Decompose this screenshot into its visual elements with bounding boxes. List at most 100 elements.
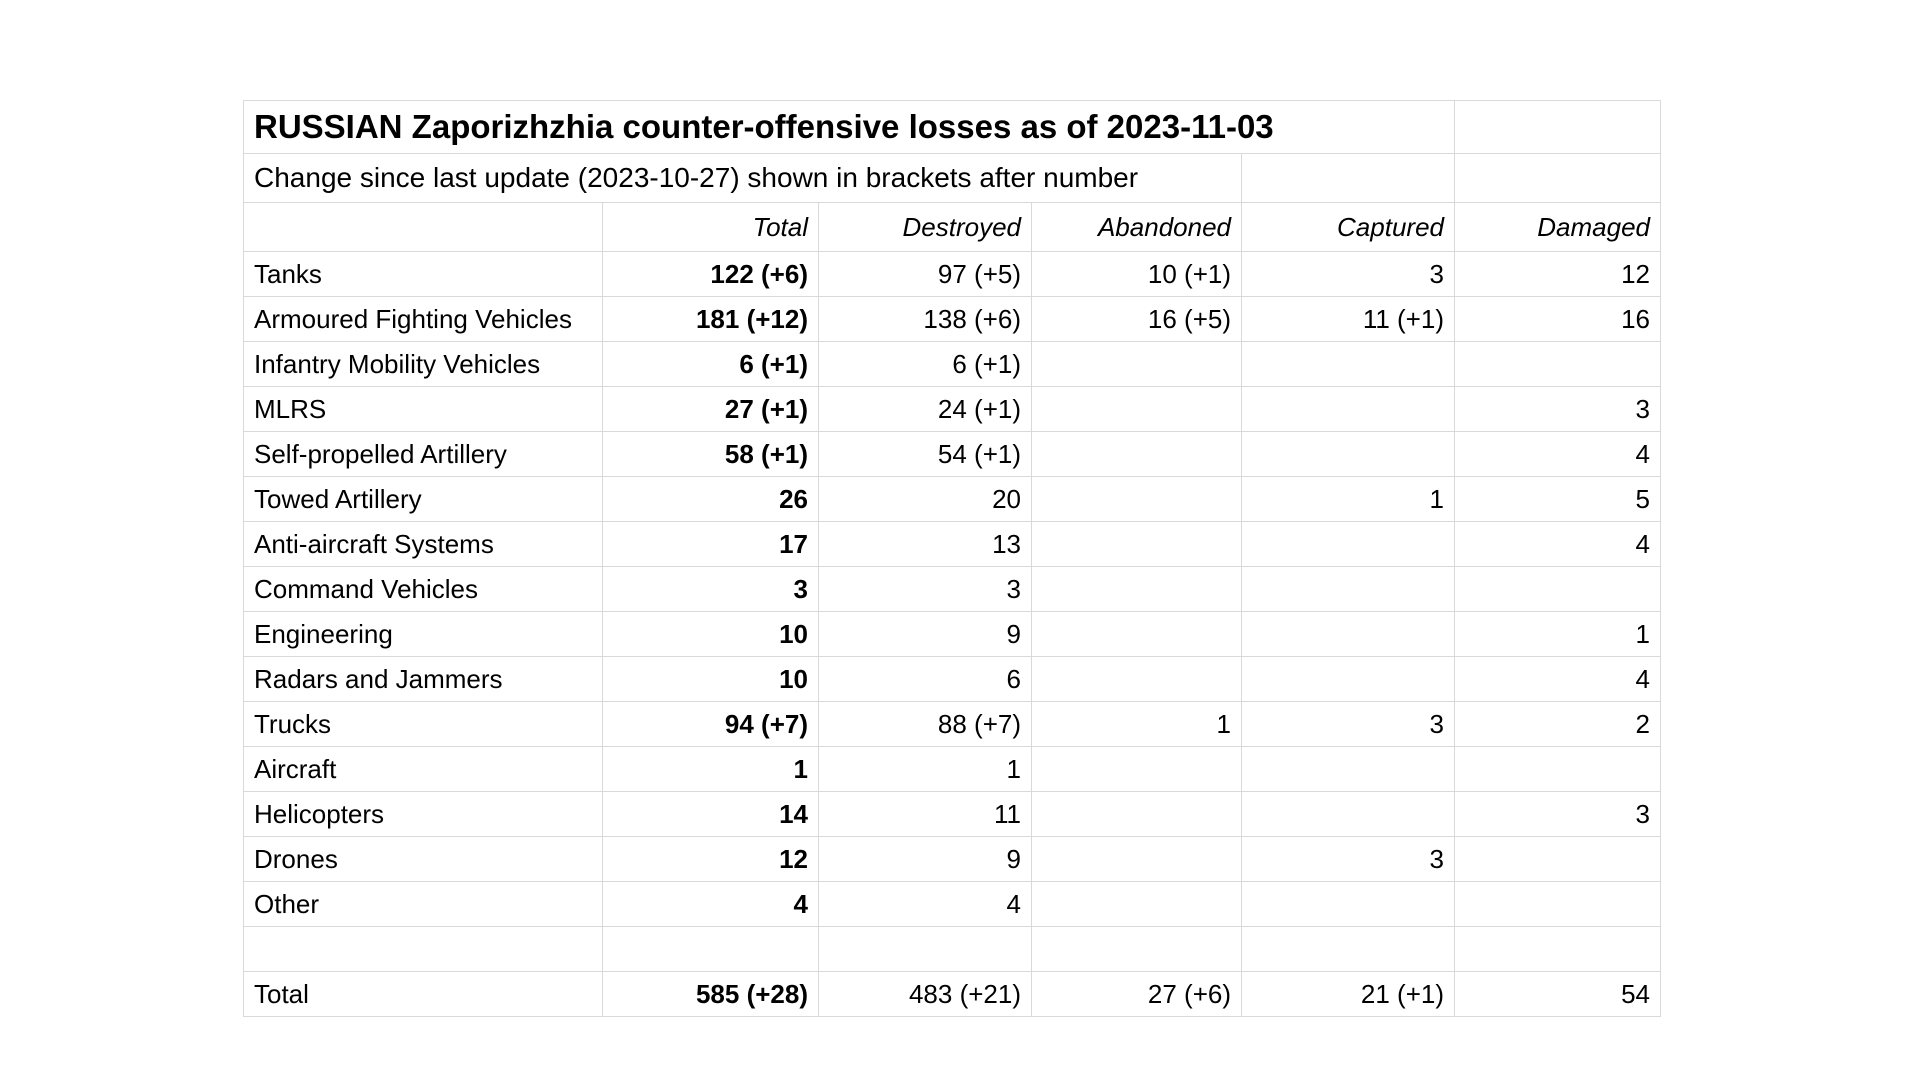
cell-abandoned: 1 (1031, 701, 1242, 747)
cell-captured: 3 (1241, 836, 1455, 882)
table-row-trucks: Trucks 94 (+7) 88 (+7) 1 3 2 (243, 701, 1661, 747)
row-label: Radars and Jammers (243, 656, 603, 702)
cell-abandoned (1031, 926, 1242, 972)
row-label: Self-propelled Artillery (243, 431, 603, 477)
cell-captured (1241, 611, 1455, 657)
cell-total: 26 (602, 476, 819, 522)
cell-abandoned (1031, 881, 1242, 927)
cell-abandoned (1031, 611, 1242, 657)
table-row-radars-jammers: Radars and Jammers 10 6 4 (243, 656, 1661, 702)
losses-report-table: RUSSIAN Zaporizhzhia counter-offensive l… (243, 100, 1661, 1017)
table-row-other: Other 4 4 (243, 881, 1661, 927)
cell-captured (1241, 656, 1455, 702)
cell-destroyed: 4 (818, 881, 1032, 927)
cell-total: 17 (602, 521, 819, 567)
row-label: MLRS (243, 386, 603, 432)
cell-destroyed: 88 (+7) (818, 701, 1032, 747)
cell-total: 58 (+1) (602, 431, 819, 477)
row-label: Armoured Fighting Vehicles (243, 296, 603, 342)
column-header-row: Total Destroyed Abandoned Captured Damag… (243, 202, 1661, 252)
cell-abandoned (1031, 791, 1242, 837)
empty-corner-cell (243, 202, 603, 252)
cell-captured (1241, 431, 1455, 477)
cell-damaged: 12 (1454, 251, 1661, 297)
row-label: Aircraft (243, 746, 603, 792)
cell-captured: 3 (1241, 701, 1455, 747)
cell-damaged (1454, 881, 1661, 927)
cell-damaged (1454, 341, 1661, 387)
cell-total: 14 (602, 791, 819, 837)
cell-total: 27 (+1) (602, 386, 819, 432)
row-label: Helicopters (243, 791, 603, 837)
cell-abandoned (1031, 386, 1242, 432)
cell-destroyed: 6 (+1) (818, 341, 1032, 387)
cell-total: 10 (602, 656, 819, 702)
cell-damaged (1454, 926, 1661, 972)
cell-captured: 3 (1241, 251, 1455, 297)
cell-damaged: 2 (1454, 701, 1661, 747)
report-table: RUSSIAN Zaporizhzhia counter-offensive l… (243, 100, 1661, 1017)
cell-total: 4 (602, 881, 819, 927)
cell-total: 3 (602, 566, 819, 612)
cell-total: 181 (+12) (602, 296, 819, 342)
cell-abandoned: 10 (+1) (1031, 251, 1242, 297)
cell-total: 1 (602, 746, 819, 792)
cell-damaged: 4 (1454, 656, 1661, 702)
table-row-aa-systems: Anti-aircraft Systems 17 13 4 (243, 521, 1661, 567)
cell-destroyed: 9 (818, 836, 1032, 882)
subtitle-row: Change since last update (2023-10-27) sh… (243, 153, 1661, 203)
cell-captured: 21 (+1) (1241, 971, 1455, 1017)
cell-damaged: 54 (1454, 971, 1661, 1017)
table-row-helicopters: Helicopters 14 11 3 (243, 791, 1661, 837)
cell-destroyed: 9 (818, 611, 1032, 657)
cell-damaged (1454, 746, 1661, 792)
row-label: Engineering (243, 611, 603, 657)
cell-damaged: 5 (1454, 476, 1661, 522)
empty-cell (1454, 100, 1661, 154)
table-row-drones: Drones 12 9 3 (243, 836, 1661, 882)
row-label: Drones (243, 836, 603, 882)
cell-damaged: 16 (1454, 296, 1661, 342)
page-subtitle: Change since last update (2023-10-27) sh… (243, 153, 1242, 203)
cell-total: 12 (602, 836, 819, 882)
cell-damaged: 1 (1454, 611, 1661, 657)
row-label: Tanks (243, 251, 603, 297)
cell-abandoned (1031, 341, 1242, 387)
table-row-spacer (243, 926, 1661, 972)
cell-destroyed: 138 (+6) (818, 296, 1032, 342)
table-row-towed-artillery: Towed Artillery 26 20 1 5 (243, 476, 1661, 522)
cell-destroyed: 1 (818, 746, 1032, 792)
cell-captured (1241, 746, 1455, 792)
cell-captured (1241, 926, 1455, 972)
cell-damaged: 4 (1454, 431, 1661, 477)
cell-captured (1241, 521, 1455, 567)
table-row-imv: Infantry Mobility Vehicles 6 (+1) 6 (+1) (243, 341, 1661, 387)
row-label: Towed Artillery (243, 476, 603, 522)
cell-abandoned (1031, 431, 1242, 477)
row-label: Trucks (243, 701, 603, 747)
cell-destroyed: 97 (+5) (818, 251, 1032, 297)
cell-destroyed: 6 (818, 656, 1032, 702)
column-header-captured: Captured (1241, 202, 1455, 252)
row-label: Total (243, 971, 603, 1017)
row-label (243, 926, 603, 972)
cell-captured (1241, 386, 1455, 432)
table-row-engineering: Engineering 10 9 1 (243, 611, 1661, 657)
cell-abandoned (1031, 746, 1242, 792)
cell-captured: 1 (1241, 476, 1455, 522)
cell-damaged: 3 (1454, 791, 1661, 837)
column-header-abandoned: Abandoned (1031, 202, 1242, 252)
cell-damaged: 3 (1454, 386, 1661, 432)
cell-total (602, 926, 819, 972)
table-row-aircraft: Aircraft 1 1 (243, 746, 1661, 792)
table-row-afv: Armoured Fighting Vehicles 181 (+12) 138… (243, 296, 1661, 342)
table-row-mlrs: MLRS 27 (+1) 24 (+1) 3 (243, 386, 1661, 432)
cell-captured (1241, 881, 1455, 927)
table-row-spa: Self-propelled Artillery 58 (+1) 54 (+1)… (243, 431, 1661, 477)
row-label: Other (243, 881, 603, 927)
cell-captured (1241, 341, 1455, 387)
title-row: RUSSIAN Zaporizhzhia counter-offensive l… (243, 100, 1661, 154)
cell-damaged: 4 (1454, 521, 1661, 567)
empty-cell (1241, 153, 1455, 203)
column-header-destroyed: Destroyed (818, 202, 1032, 252)
